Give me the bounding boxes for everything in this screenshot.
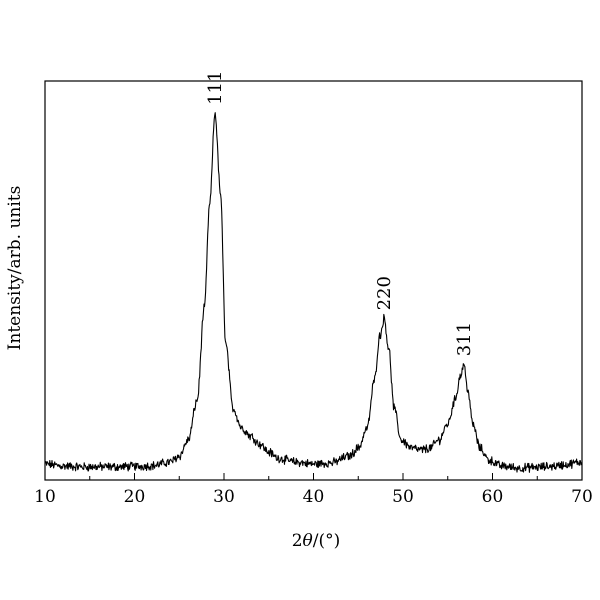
x-tick-label: 50 [392,487,414,507]
x-tick-label: 10 [34,487,56,507]
peak-label-311: 311 [454,322,475,356]
x-axis-label-prefix: 2 [292,531,303,551]
y-axis-label: Intensity/arb. units [5,186,25,351]
x-tick-label: 60 [482,487,504,507]
x-tick-label: 30 [213,487,235,507]
x-axis-label-unit: /(°) [313,531,341,551]
x-tick-label: 70 [571,487,593,507]
peak-label-220: 220 [374,276,395,310]
x-axis-label-var: θ [303,531,313,551]
peak-label-111: 111 [205,71,226,105]
diffraction-curve [44,112,583,473]
x-tick-label: 40 [303,487,325,507]
x-tick-label: 20 [124,487,146,507]
plot-frame [44,80,583,481]
x-ticks [44,473,583,480]
x-axis-label: 2θ/(°) [292,531,341,551]
x-tick-labels: 10 20 30 40 50 60 70 [34,487,593,507]
peak-labels: 111 220 311 [205,71,475,357]
